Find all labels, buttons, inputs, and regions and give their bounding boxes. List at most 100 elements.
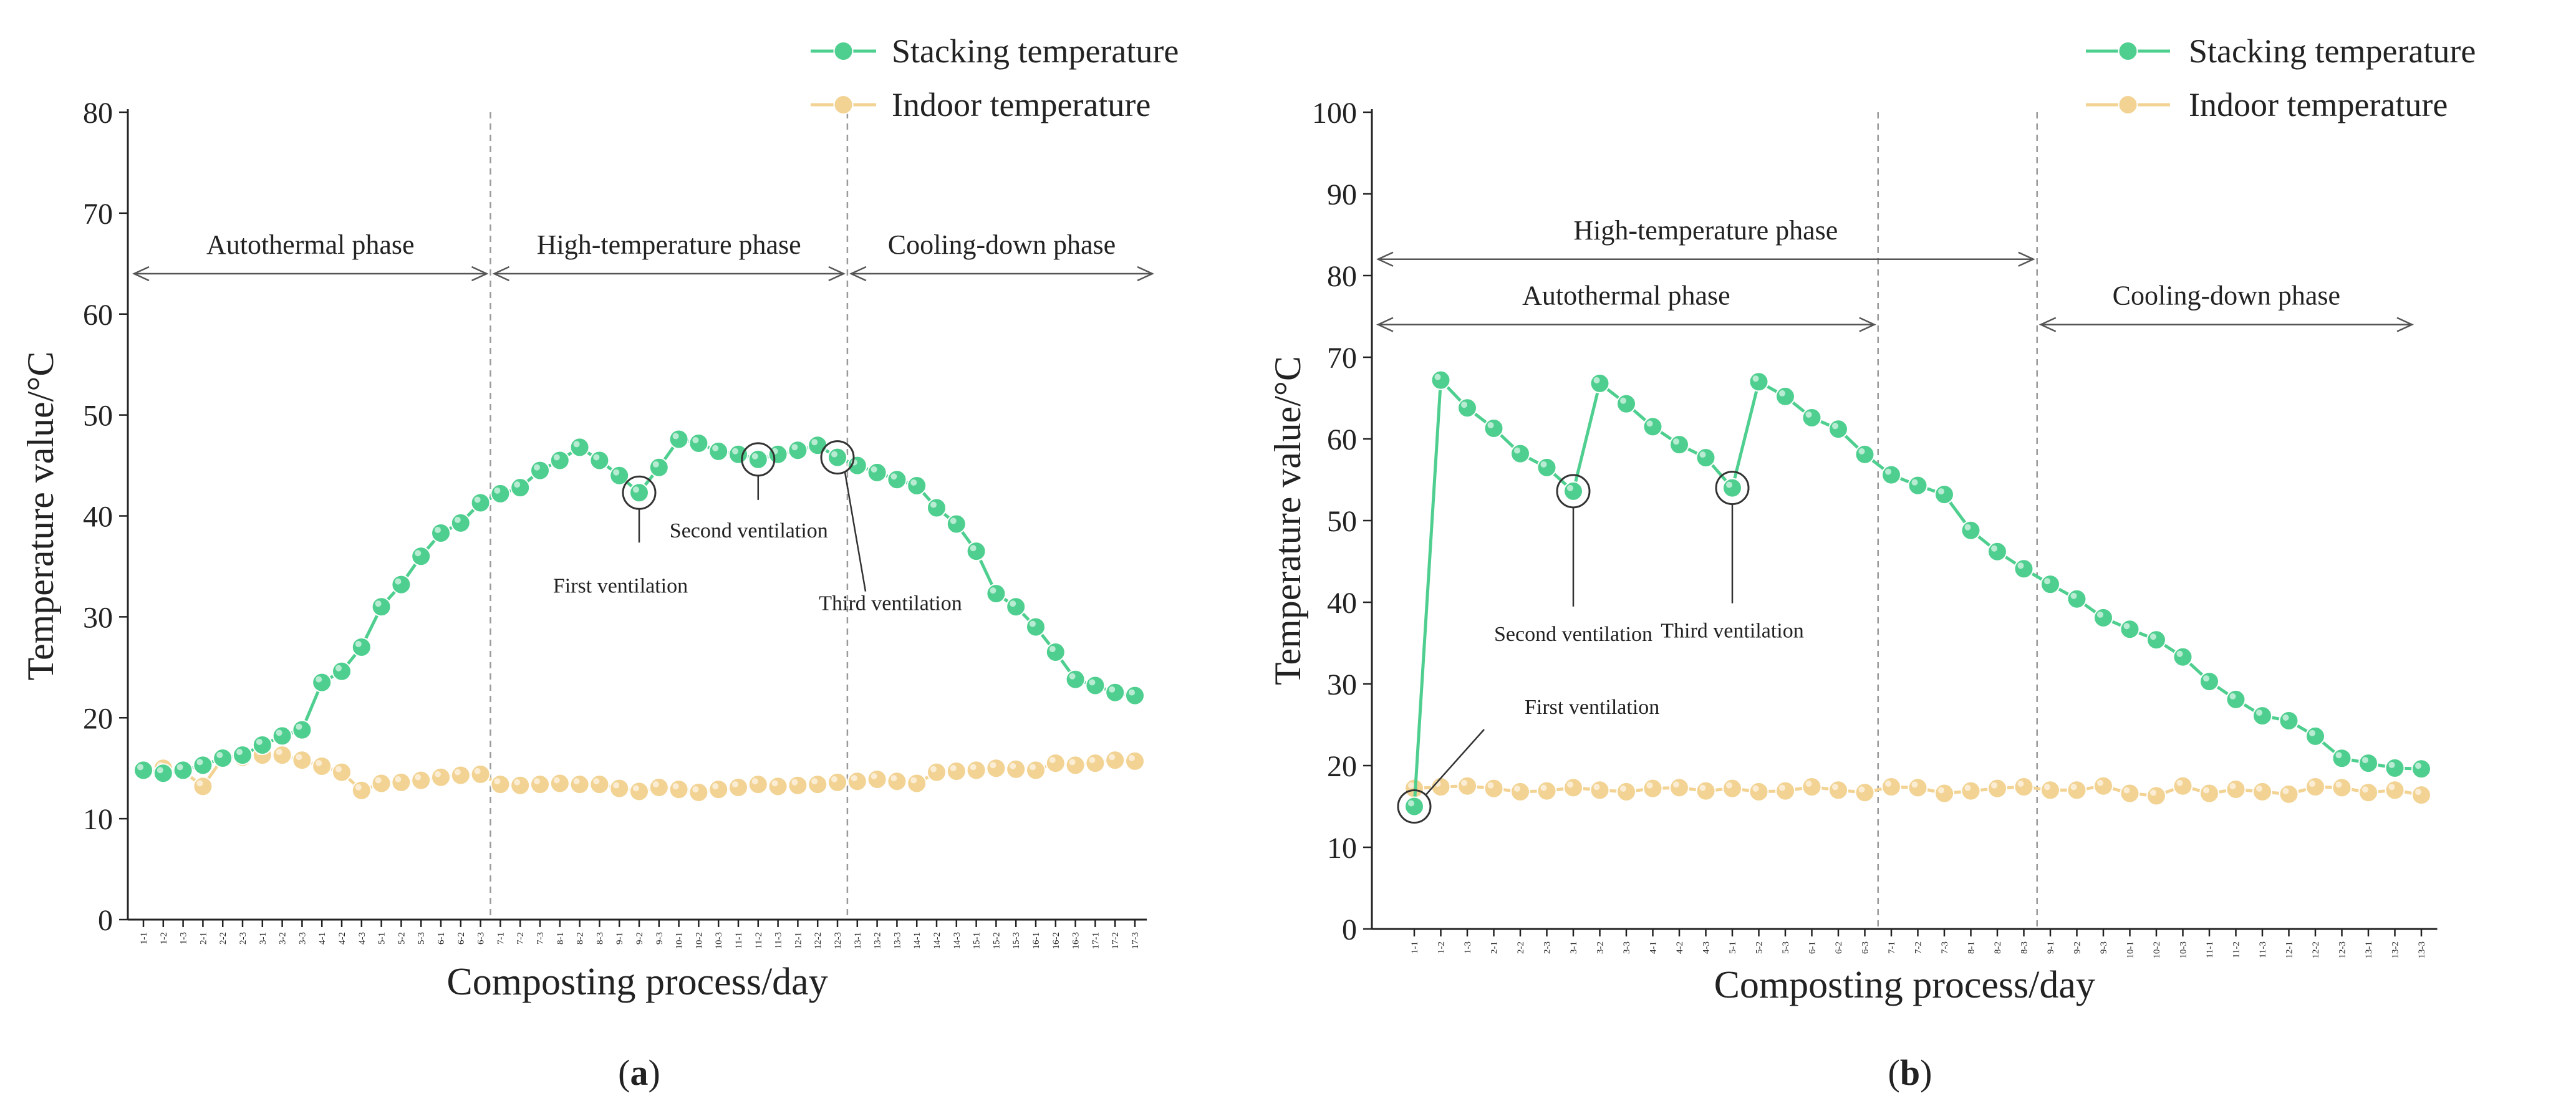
data-point-highlight — [593, 778, 600, 785]
x-tick-label: 11-3 — [2258, 941, 2268, 958]
x-tick-label: 10-1 — [2126, 941, 2136, 959]
data-point-highlight — [633, 785, 639, 792]
y-tick-label: 0 — [98, 904, 113, 937]
x-tick-label: 2-2 — [218, 932, 228, 945]
x-tick-label: 4-3 — [357, 932, 367, 945]
data-point-highlight — [454, 769, 461, 776]
data-point — [946, 514, 967, 534]
data-point — [2173, 776, 2193, 796]
panel-caption-letter: b — [1900, 1052, 1920, 1093]
data-point-highlight — [791, 444, 798, 451]
data-point-highlight — [1069, 673, 1076, 680]
data-point-highlight — [2256, 710, 2262, 716]
data-point-highlight — [1885, 468, 1891, 475]
phase-label: High-temperature phase — [537, 229, 801, 260]
data-point — [887, 771, 907, 792]
data-point-highlight — [454, 516, 461, 523]
data-point — [2067, 589, 2087, 609]
data-point — [391, 574, 412, 595]
x-tick-label: 10-1 — [675, 932, 685, 950]
data-point — [1855, 444, 1875, 464]
data-point-highlight — [1010, 600, 1016, 607]
data-point — [1961, 781, 1981, 801]
data-point — [1855, 782, 1875, 803]
data-point — [272, 745, 292, 766]
x-tick-label: 7-3 — [1940, 941, 1950, 954]
y-axis-label: Temperature value/°C — [1267, 356, 1308, 685]
x-tick-label: 8-3 — [2020, 941, 2030, 954]
data-point-highlight — [970, 764, 977, 771]
legend-label: Stacking temperature — [892, 32, 1179, 70]
y-tick-label: 60 — [83, 299, 113, 332]
data-point-highlight — [1991, 782, 1997, 789]
x-tick-label: 14-3 — [952, 932, 962, 950]
data-point-highlight — [514, 779, 521, 786]
data-point-highlight — [732, 448, 738, 455]
data-point — [2226, 779, 2246, 799]
x-tick-label: 12-2 — [813, 932, 823, 950]
data-point-highlight — [1030, 620, 1036, 627]
data-point-highlight — [573, 441, 580, 448]
x-tick-label: 3-2 — [1596, 941, 1606, 954]
data-point-highlight — [1567, 484, 1573, 491]
data-point-highlight — [1540, 784, 1547, 791]
ventilation-marker — [820, 440, 855, 475]
data-point-highlight — [1832, 784, 1838, 791]
y-tick-label: 90 — [1327, 178, 1357, 211]
data-point — [1085, 753, 1106, 774]
data-point — [1961, 520, 1981, 541]
x-tick-label: 1-2 — [159, 932, 169, 945]
data-point-highlight — [2044, 784, 2050, 791]
data-point — [629, 781, 649, 802]
data-point — [1722, 478, 1742, 498]
x-tick-label: 12-2 — [2311, 941, 2321, 959]
y-tick-label: 70 — [83, 198, 113, 231]
data-point — [2014, 777, 2034, 797]
data-point-highlight — [1089, 679, 1096, 686]
data-point-highlight — [1010, 762, 1016, 769]
data-point-highlight — [2123, 787, 2130, 794]
x-tick-label: 3-3 — [297, 932, 307, 945]
data-point — [2040, 574, 2060, 595]
data-point-highlight — [751, 778, 758, 785]
data-point — [252, 734, 273, 755]
data-point-highlight — [1752, 375, 1759, 382]
data-point — [1696, 781, 1716, 801]
x-tick-label: 11-2 — [2232, 941, 2242, 958]
data-point-highlight — [1408, 800, 1414, 807]
data-point — [1026, 760, 1046, 781]
data-point-highlight — [1858, 786, 1865, 793]
legend-label: Indoor temperature — [2189, 86, 2448, 123]
data-point — [2385, 758, 2405, 778]
data-point — [827, 772, 847, 792]
x-tick-label: 6-2 — [1834, 941, 1844, 954]
data-point-highlight — [1514, 785, 1520, 792]
x-tick-label: 9-1 — [2046, 941, 2056, 954]
data-point — [2093, 776, 2113, 796]
ventilation-label: First ventilation — [1525, 696, 1659, 719]
data-point — [748, 774, 768, 795]
data-point — [450, 765, 471, 786]
data-point-highlight — [990, 587, 996, 594]
data-point — [867, 462, 887, 483]
data-point-highlight — [712, 445, 719, 451]
x-tick-label: 12-3 — [2338, 941, 2348, 959]
data-point-highlight — [2388, 784, 2395, 791]
data-point-highlight — [1129, 754, 1135, 761]
data-point — [213, 748, 233, 768]
data-point-highlight — [276, 749, 282, 756]
data-point-highlight — [2017, 562, 2024, 569]
data-point — [1125, 751, 1145, 771]
x-tick-label: 14-2 — [932, 932, 942, 950]
data-point — [371, 773, 392, 794]
legend-marker — [2118, 95, 2138, 115]
y-tick-label: 40 — [1327, 587, 1357, 620]
data-point — [411, 770, 432, 791]
ventilation-leader — [1425, 729, 1485, 796]
data-point-highlight — [1885, 781, 1891, 787]
data-point — [411, 546, 432, 567]
data-point-highlight — [2017, 781, 2024, 787]
data-point — [312, 672, 332, 693]
x-tick-label: 3-3 — [1622, 941, 1632, 954]
data-point — [431, 767, 451, 787]
